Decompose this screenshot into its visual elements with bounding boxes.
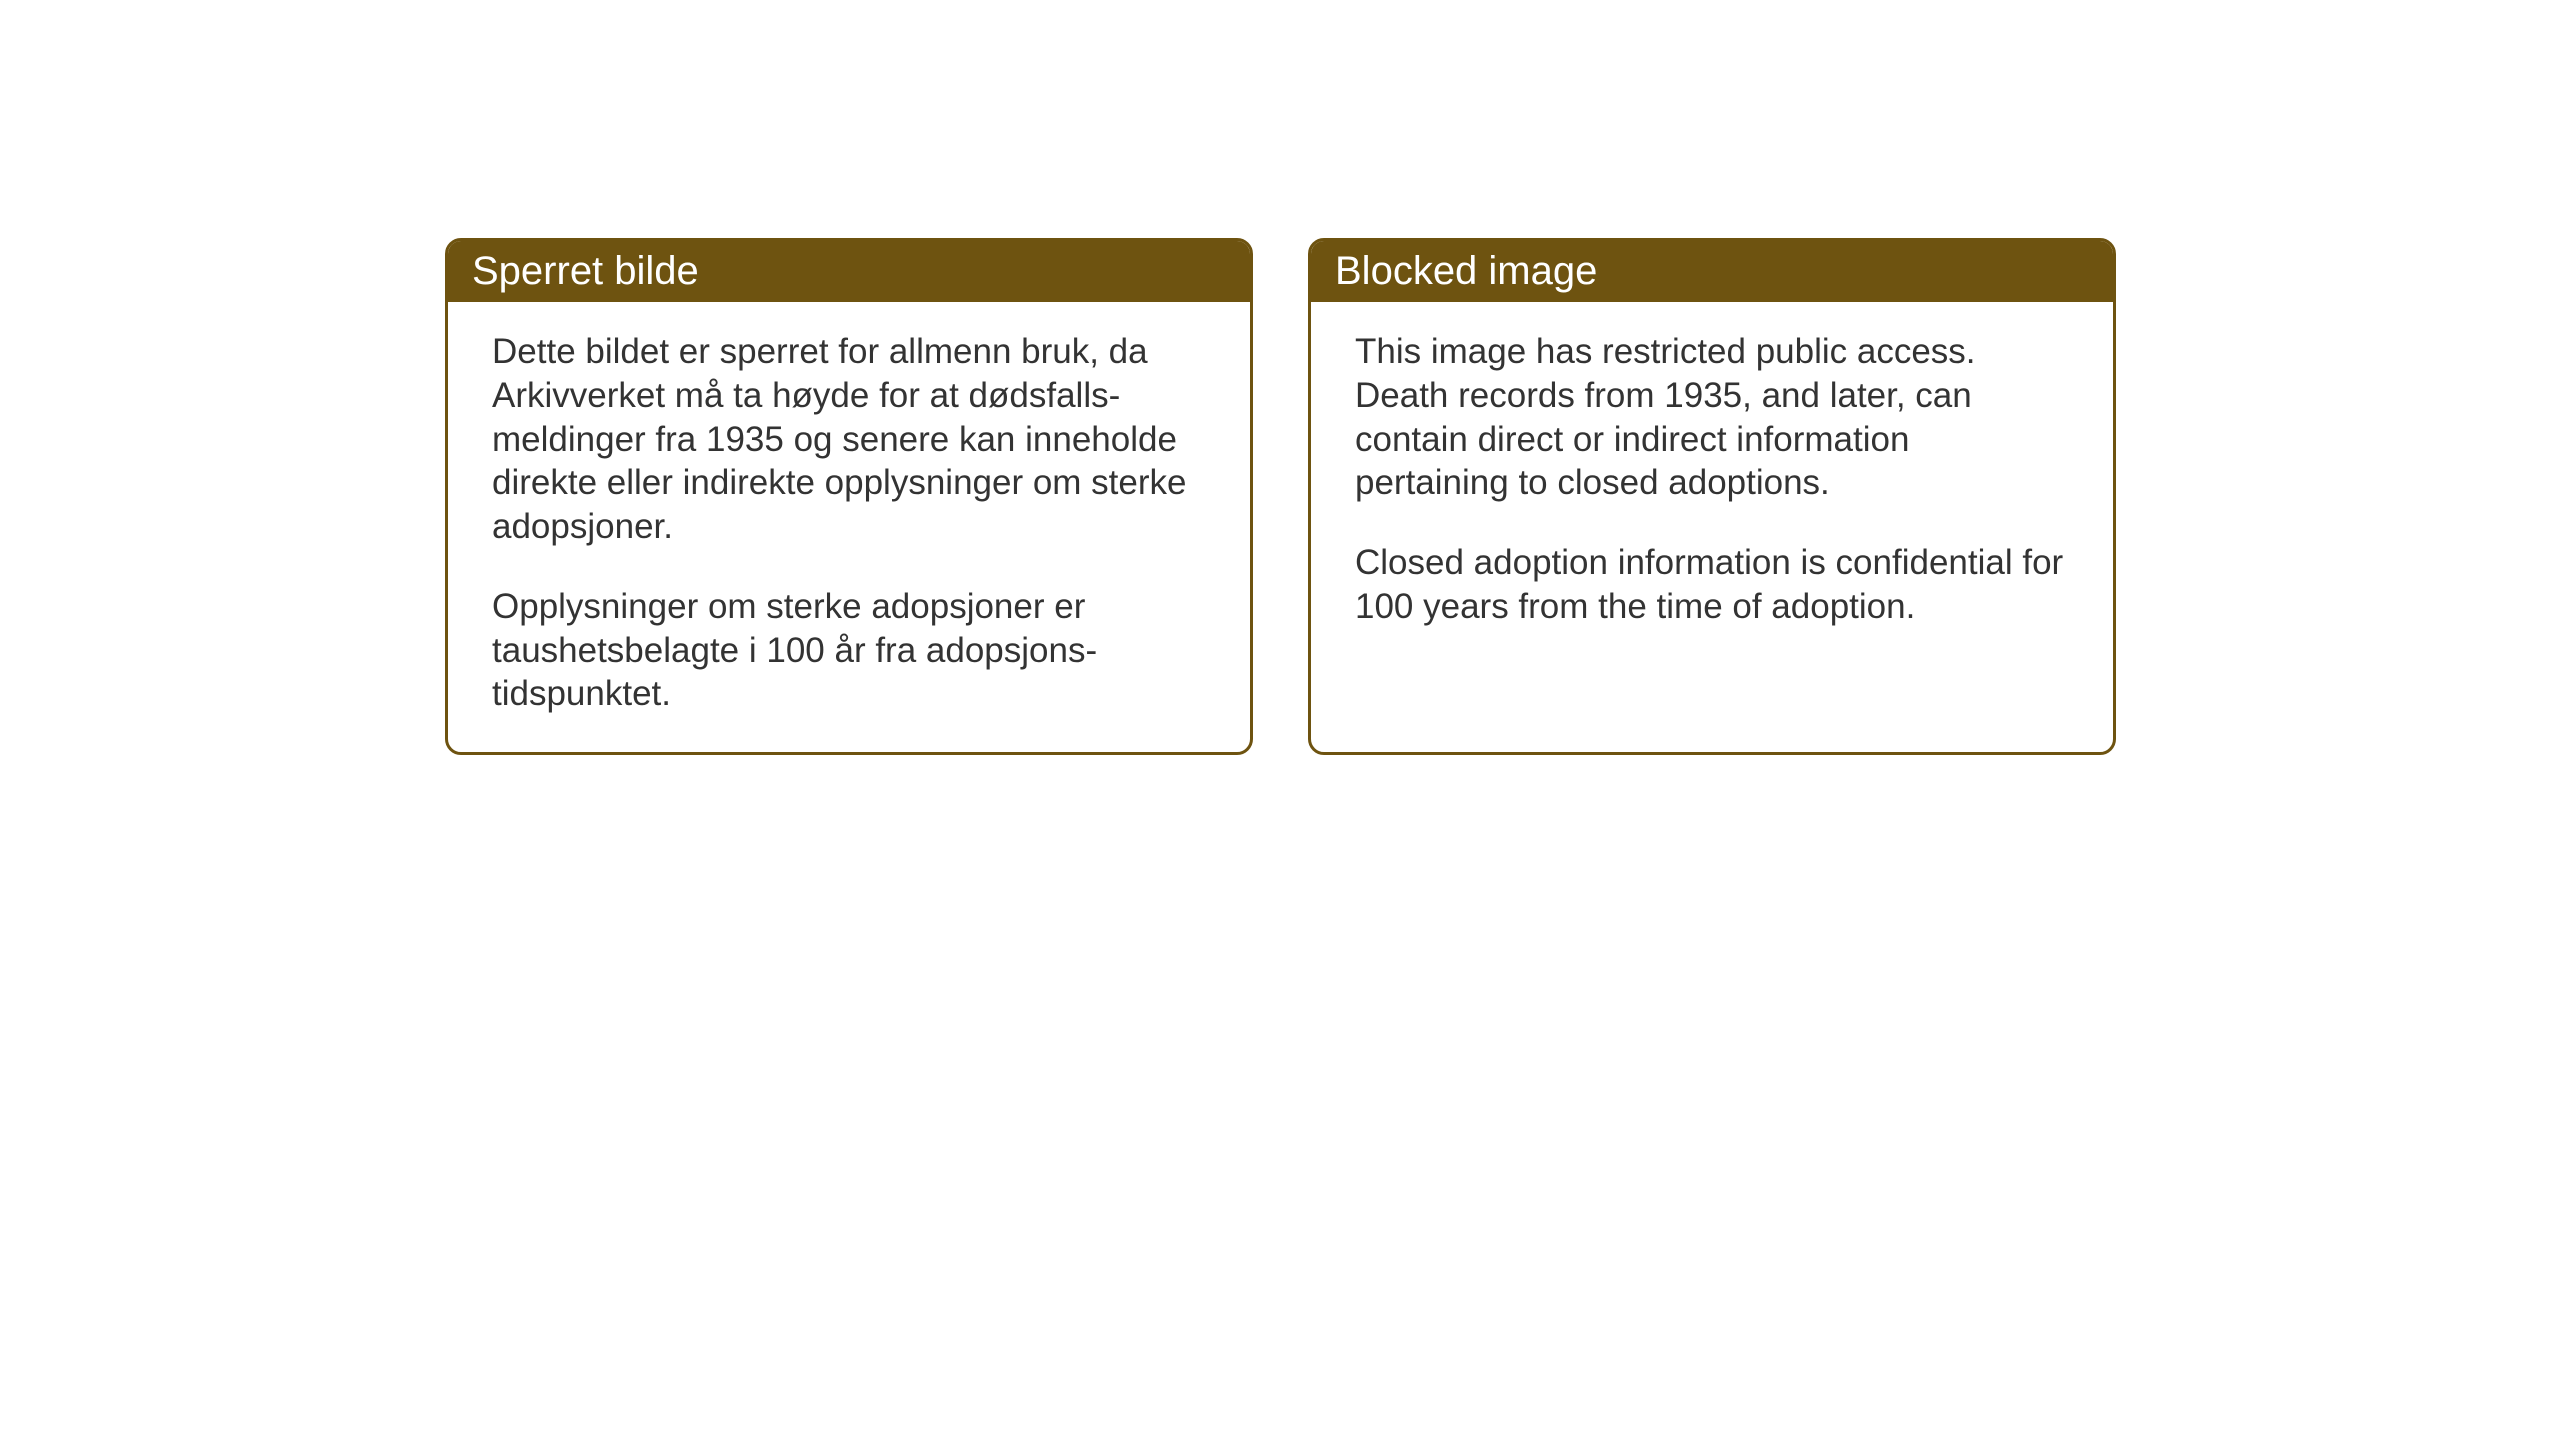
notice-container: Sperret bilde Dette bildet er sperret fo… [445,238,2116,755]
card-header-english: Blocked image [1311,241,2113,302]
card-paragraph-2-english: Closed adoption information is confident… [1355,541,2069,629]
card-title-english: Blocked image [1335,249,1597,293]
card-paragraph-2-norwegian: Opplysninger om sterke adopsjoner er tau… [492,585,1206,716]
card-title-norwegian: Sperret bilde [472,249,699,293]
card-paragraph-1-norwegian: Dette bildet er sperret for allmenn bruk… [492,330,1206,549]
card-header-norwegian: Sperret bilde [448,241,1250,302]
card-body-norwegian: Dette bildet er sperret for allmenn bruk… [448,302,1250,752]
card-body-english: This image has restricted public access.… [1311,302,2113,665]
notice-card-norwegian: Sperret bilde Dette bildet er sperret fo… [445,238,1253,755]
card-paragraph-1-english: This image has restricted public access.… [1355,330,2069,505]
notice-card-english: Blocked image This image has restricted … [1308,238,2116,755]
